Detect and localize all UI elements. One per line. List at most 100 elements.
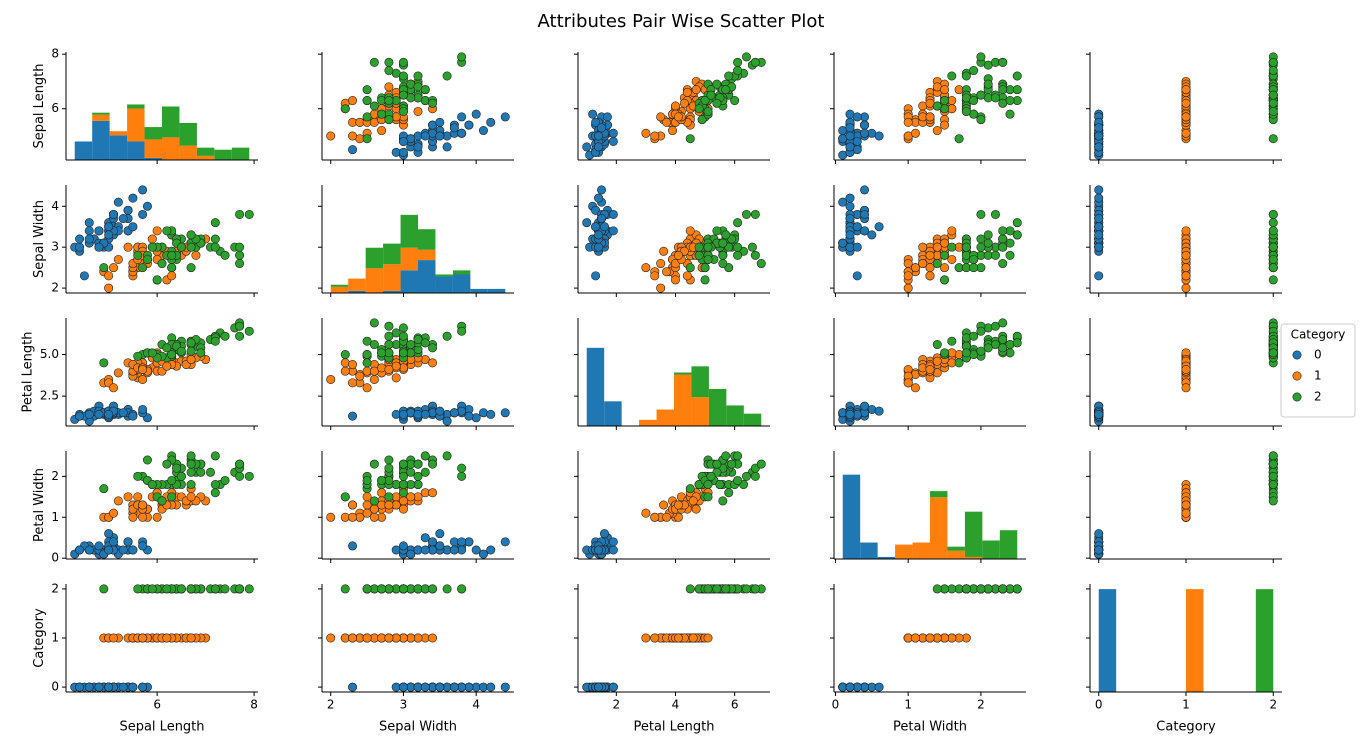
scatter-point: [167, 263, 177, 273]
scatter-point: [398, 459, 408, 469]
scatter-point: [478, 549, 488, 559]
scatter-point: [113, 496, 123, 506]
scatter-point: [176, 346, 186, 356]
histogram-bar: [348, 290, 366, 293]
scatter-point: [348, 96, 358, 106]
scatter-point: [457, 326, 467, 336]
histogram-bar: [691, 397, 709, 426]
scatter-point: [118, 545, 128, 555]
scatter-point: [969, 66, 979, 76]
scatter-point: [457, 471, 467, 481]
scatter-point: [113, 197, 123, 207]
histogram-bar: [930, 491, 948, 498]
scatter-point: [442, 416, 452, 426]
x-axis-label: Petal Length: [633, 720, 714, 735]
scatter-point: [413, 335, 423, 345]
scatter-point: [741, 209, 751, 219]
scatter-point: [688, 496, 698, 506]
scatter-point: [210, 451, 220, 461]
scatter-point: [712, 98, 722, 108]
legend-title: Category: [1291, 328, 1346, 342]
scatter-point: [362, 336, 372, 346]
scatter-point: [428, 343, 438, 353]
scatter-point: [133, 250, 143, 260]
scatter-point: [983, 343, 993, 353]
scatter-point: [976, 209, 986, 219]
scatter-point: [694, 250, 704, 260]
scatter-point: [235, 209, 245, 219]
scatter-point: [750, 471, 760, 481]
scatter-point: [362, 134, 372, 144]
scatter-point: [186, 584, 196, 594]
scatter-point: [391, 361, 401, 371]
scatter-point: [1268, 209, 1278, 219]
scatter-point: [1094, 230, 1104, 240]
scatter-point: [976, 115, 986, 125]
scatter-point: [961, 242, 971, 252]
scatter-point: [594, 682, 604, 692]
scatter-point: [457, 112, 467, 122]
y-tick-label: 6: [51, 101, 59, 115]
histogram-bar: [231, 147, 250, 160]
histogram-bar: [947, 546, 965, 551]
y-tick-label: 3: [51, 240, 59, 254]
scatter-point: [235, 331, 245, 341]
scatter-point: [420, 338, 430, 348]
scatter-point: [123, 242, 133, 252]
scatter-point: [685, 226, 695, 236]
scatter-point: [932, 584, 942, 594]
scatter-point: [162, 459, 172, 469]
scatter-point: [162, 226, 172, 236]
y-tick-label: 1: [51, 510, 59, 524]
legend-label: 2: [1314, 390, 1322, 404]
scatter-point: [932, 126, 942, 136]
scatter-point: [656, 259, 666, 269]
scatter-point: [594, 230, 604, 240]
scatter-point: [113, 368, 123, 378]
scatter-point: [348, 682, 358, 692]
histogram-bar: [92, 112, 110, 115]
scatter-point: [109, 263, 119, 273]
scatter-point: [84, 234, 94, 244]
scatter-point: [594, 142, 604, 152]
scatter-point: [235, 250, 245, 260]
legend-label: 0: [1314, 348, 1322, 362]
scatter-point: [162, 361, 172, 371]
scatter-point: [99, 484, 109, 494]
scatter-point: [210, 234, 220, 244]
scatter-point: [210, 242, 220, 252]
x-tick-label: 1: [1182, 698, 1190, 712]
histogram-bar: [691, 366, 709, 398]
scatter-point: [413, 71, 423, 81]
scatter-point: [1181, 226, 1191, 236]
scatter-point: [464, 120, 474, 130]
scatter-point: [75, 242, 85, 252]
scatter-point: [990, 93, 1000, 103]
scatter-point: [1268, 90, 1278, 100]
scatter-point: [138, 500, 148, 510]
scatter-point: [1268, 106, 1278, 116]
scatter-point: [398, 584, 408, 594]
histogram-bar: [487, 288, 506, 293]
histogram-bar: [947, 550, 965, 559]
scatter-point: [594, 131, 604, 141]
scatter-point: [406, 549, 416, 559]
scatter-point: [186, 633, 196, 643]
scatter-point: [142, 254, 152, 264]
x-axis-label: Sepal Width: [379, 720, 457, 735]
scatter-point: [1268, 242, 1278, 252]
scatter-point: [662, 117, 672, 127]
scatter-point: [1094, 142, 1104, 152]
y-tick-label: 8: [51, 47, 59, 61]
scatter-point: [326, 374, 336, 384]
scatter-point: [384, 321, 394, 331]
histogram-bar: [196, 147, 215, 156]
scatter-point: [910, 128, 920, 138]
x-axis-label: Category: [1156, 720, 1216, 735]
scatter-point: [845, 214, 855, 224]
scatter-point: [721, 85, 731, 95]
scatter-point: [845, 409, 855, 419]
scatter-point: [176, 242, 186, 252]
scatter-point: [961, 71, 971, 81]
scatter-point: [918, 259, 928, 269]
